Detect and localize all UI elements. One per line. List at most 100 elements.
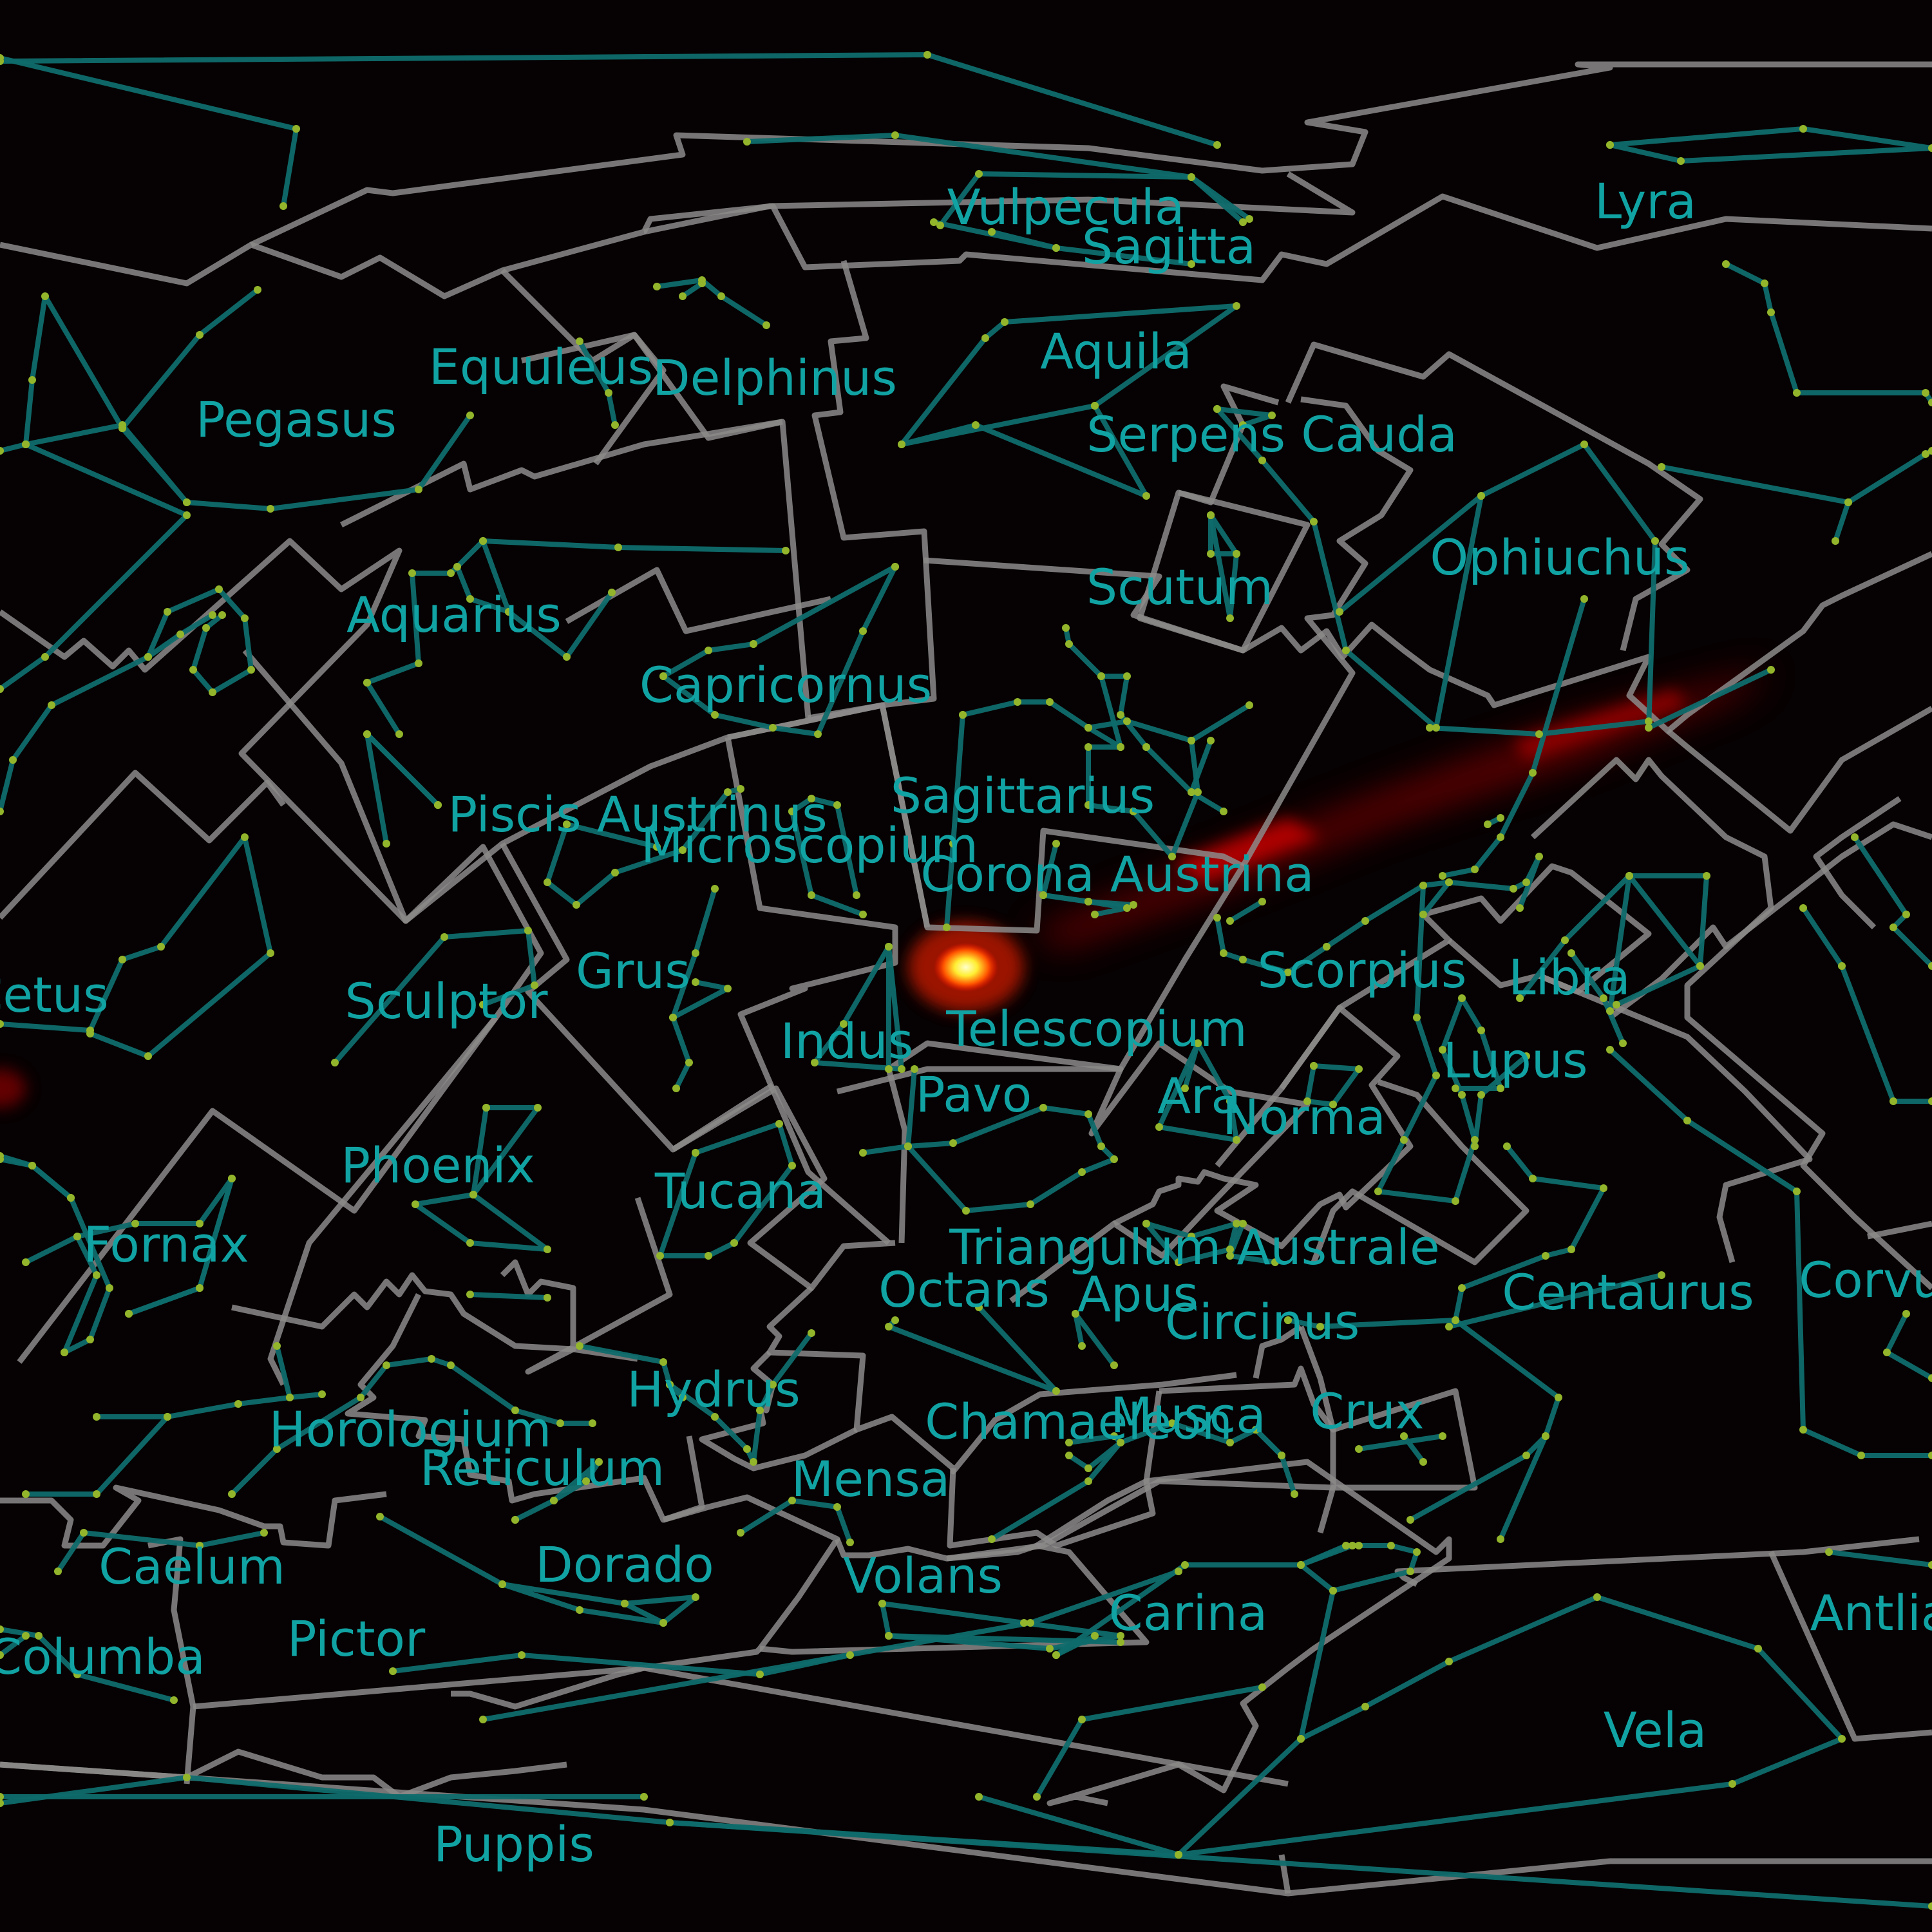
star-marker bbox=[1014, 698, 1021, 706]
star-marker bbox=[891, 563, 899, 571]
star-marker bbox=[412, 1200, 419, 1208]
figure-carina-2 bbox=[1054, 1633, 1097, 1658]
star-marker bbox=[1117, 711, 1124, 719]
star-marker bbox=[1020, 1619, 1028, 1627]
star-marker bbox=[1245, 701, 1253, 709]
star-marker bbox=[1097, 672, 1105, 680]
star-marker bbox=[1522, 1452, 1530, 1459]
figure-phoenix-2 bbox=[471, 1105, 489, 1197]
star-marker bbox=[453, 563, 461, 571]
star-marker bbox=[576, 337, 583, 345]
constellation-label-horologium: Horologium bbox=[269, 1401, 552, 1458]
star-marker bbox=[67, 1194, 75, 1202]
star-marker bbox=[0, 1020, 4, 1028]
star-marker bbox=[1226, 614, 1234, 622]
star-marker bbox=[292, 125, 300, 133]
constellation-label-carina: Carina bbox=[1108, 1584, 1268, 1642]
star-marker bbox=[1606, 141, 1614, 149]
boundary-antlia bbox=[1768, 1551, 1932, 1742]
boundary-fornax bbox=[0, 770, 286, 920]
star-marker bbox=[611, 421, 619, 429]
star-marker bbox=[563, 653, 571, 661]
star-marker bbox=[1793, 389, 1801, 397]
star-marker bbox=[846, 1651, 854, 1659]
figure-corvus bbox=[1852, 835, 1932, 969]
figure-dorado-2 bbox=[622, 1601, 666, 1625]
star-marker bbox=[1439, 872, 1446, 880]
star-marker bbox=[1387, 1542, 1395, 1549]
star-marker bbox=[1207, 550, 1215, 558]
figure-reticulum bbox=[513, 1459, 601, 1522]
star-marker bbox=[885, 1632, 893, 1640]
star-marker bbox=[482, 1104, 490, 1112]
constellation-label-apus: Apus bbox=[1077, 1265, 1198, 1323]
star-marker bbox=[1239, 421, 1247, 429]
star-marker bbox=[125, 1310, 133, 1318]
boundary-dorado bbox=[451, 1494, 840, 1710]
star-marker bbox=[859, 627, 867, 635]
star-marker bbox=[1452, 1084, 1459, 1092]
star-marker bbox=[1155, 1123, 1163, 1131]
star-marker bbox=[35, 1632, 43, 1640]
star-marker bbox=[434, 801, 442, 809]
star-marker bbox=[1658, 1271, 1665, 1279]
star-marker bbox=[28, 376, 36, 384]
figure-aquarius bbox=[0, 587, 254, 814]
star-marker bbox=[1928, 1374, 1932, 1382]
star-marker bbox=[679, 1394, 687, 1401]
star-marker bbox=[692, 978, 699, 986]
star-marker bbox=[943, 923, 951, 931]
boundary-triangulum bbox=[1112, 1005, 1414, 1249]
star-marker bbox=[0, 1793, 4, 1801]
star-marker bbox=[447, 1361, 455, 1369]
star-marker bbox=[22, 1490, 30, 1498]
star-marker bbox=[1516, 904, 1524, 912]
star-marker bbox=[1728, 1780, 1736, 1788]
star-marker bbox=[1503, 1142, 1511, 1150]
star-marker bbox=[666, 1819, 674, 1826]
boundary-norma bbox=[1279, 863, 1652, 1090]
boundary-columba bbox=[0, 1748, 567, 1800]
star-marker bbox=[1078, 1342, 1086, 1350]
star-marker bbox=[1645, 724, 1653, 732]
star-marker bbox=[1419, 882, 1427, 889]
figure-mensa bbox=[738, 1498, 853, 1545]
star-marker bbox=[840, 1020, 848, 1028]
star-marker bbox=[589, 1419, 596, 1427]
boundary-tucana bbox=[671, 1085, 896, 1291]
star-marker bbox=[737, 785, 744, 793]
star-marker bbox=[1175, 1567, 1182, 1575]
star-marker bbox=[9, 756, 17, 764]
figure-phoenix-3 bbox=[468, 1292, 550, 1300]
figure-corvus-2 bbox=[1801, 905, 1932, 1104]
constellation-label-ara: Ara bbox=[1157, 1067, 1241, 1124]
star-marker bbox=[1439, 1432, 1446, 1440]
star-marker bbox=[911, 1065, 918, 1073]
star-marker bbox=[1535, 853, 1543, 860]
star-marker bbox=[118, 424, 126, 432]
star-marker bbox=[1432, 1072, 1440, 1079]
star-marker bbox=[1117, 1439, 1124, 1446]
star-marker bbox=[279, 202, 287, 210]
constellation-label-circinus: Circinus bbox=[1164, 1293, 1360, 1350]
star-marker bbox=[769, 724, 777, 732]
constellation-label-delphinus: Delphinus bbox=[652, 349, 897, 406]
star-marker bbox=[254, 286, 261, 294]
star-marker bbox=[756, 1406, 764, 1414]
star-marker bbox=[1065, 1439, 1073, 1446]
star-marker bbox=[22, 1258, 30, 1266]
figure-octans bbox=[886, 1305, 1059, 1394]
star-marker bbox=[1142, 743, 1150, 751]
star-marker bbox=[1458, 1284, 1466, 1292]
star-marker bbox=[1142, 1220, 1150, 1227]
star-marker bbox=[1078, 1716, 1086, 1723]
star-marker bbox=[563, 820, 571, 828]
star-marker bbox=[1284, 1316, 1292, 1324]
star-marker bbox=[1084, 743, 1092, 751]
star-marker bbox=[524, 927, 532, 934]
star-marker bbox=[988, 228, 996, 236]
star-marker bbox=[885, 1065, 893, 1073]
boundary-libra bbox=[1608, 821, 1932, 1020]
star-marker bbox=[1361, 917, 1369, 925]
star-marker bbox=[1310, 518, 1318, 526]
